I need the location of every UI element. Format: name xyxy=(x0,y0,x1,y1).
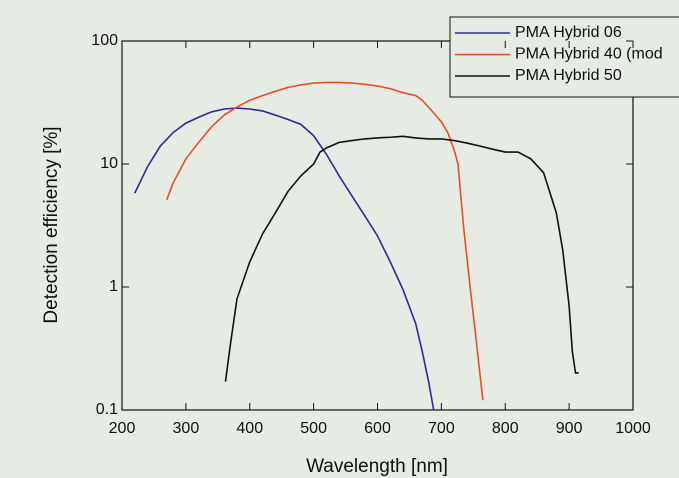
y-axis-label: Detection efficiency [%] xyxy=(41,126,62,323)
series-line xyxy=(165,81,484,401)
series-line xyxy=(134,107,435,411)
legend-label: PMA Hybrid 50 xyxy=(515,67,622,84)
x-tick-label: 500 xyxy=(300,420,327,437)
legend-box xyxy=(449,16,679,98)
legend-label: PMA Hybrid 40 (mod xyxy=(515,46,663,63)
legend-label: PMA Hybrid 06 xyxy=(515,24,622,41)
x-tick-label: 900 xyxy=(556,420,583,437)
x-tick-label: 1000 xyxy=(615,420,651,437)
x-tick-label: 400 xyxy=(236,420,263,437)
x-tick-label: 600 xyxy=(364,420,391,437)
y-tick-label: 0.1 xyxy=(96,401,118,418)
y-tick-label: 1 xyxy=(109,278,118,295)
y-tick-label: 10 xyxy=(100,155,118,172)
x-tick-label: 300 xyxy=(173,420,200,437)
x-tick-label: 700 xyxy=(428,420,455,437)
series-line xyxy=(224,135,579,382)
x-axis-label: Wavelength [nm] xyxy=(306,456,448,477)
x-tick-label: 200 xyxy=(109,420,136,437)
y-tick-label: 100 xyxy=(91,32,118,49)
x-tick-label: 800 xyxy=(492,420,519,437)
